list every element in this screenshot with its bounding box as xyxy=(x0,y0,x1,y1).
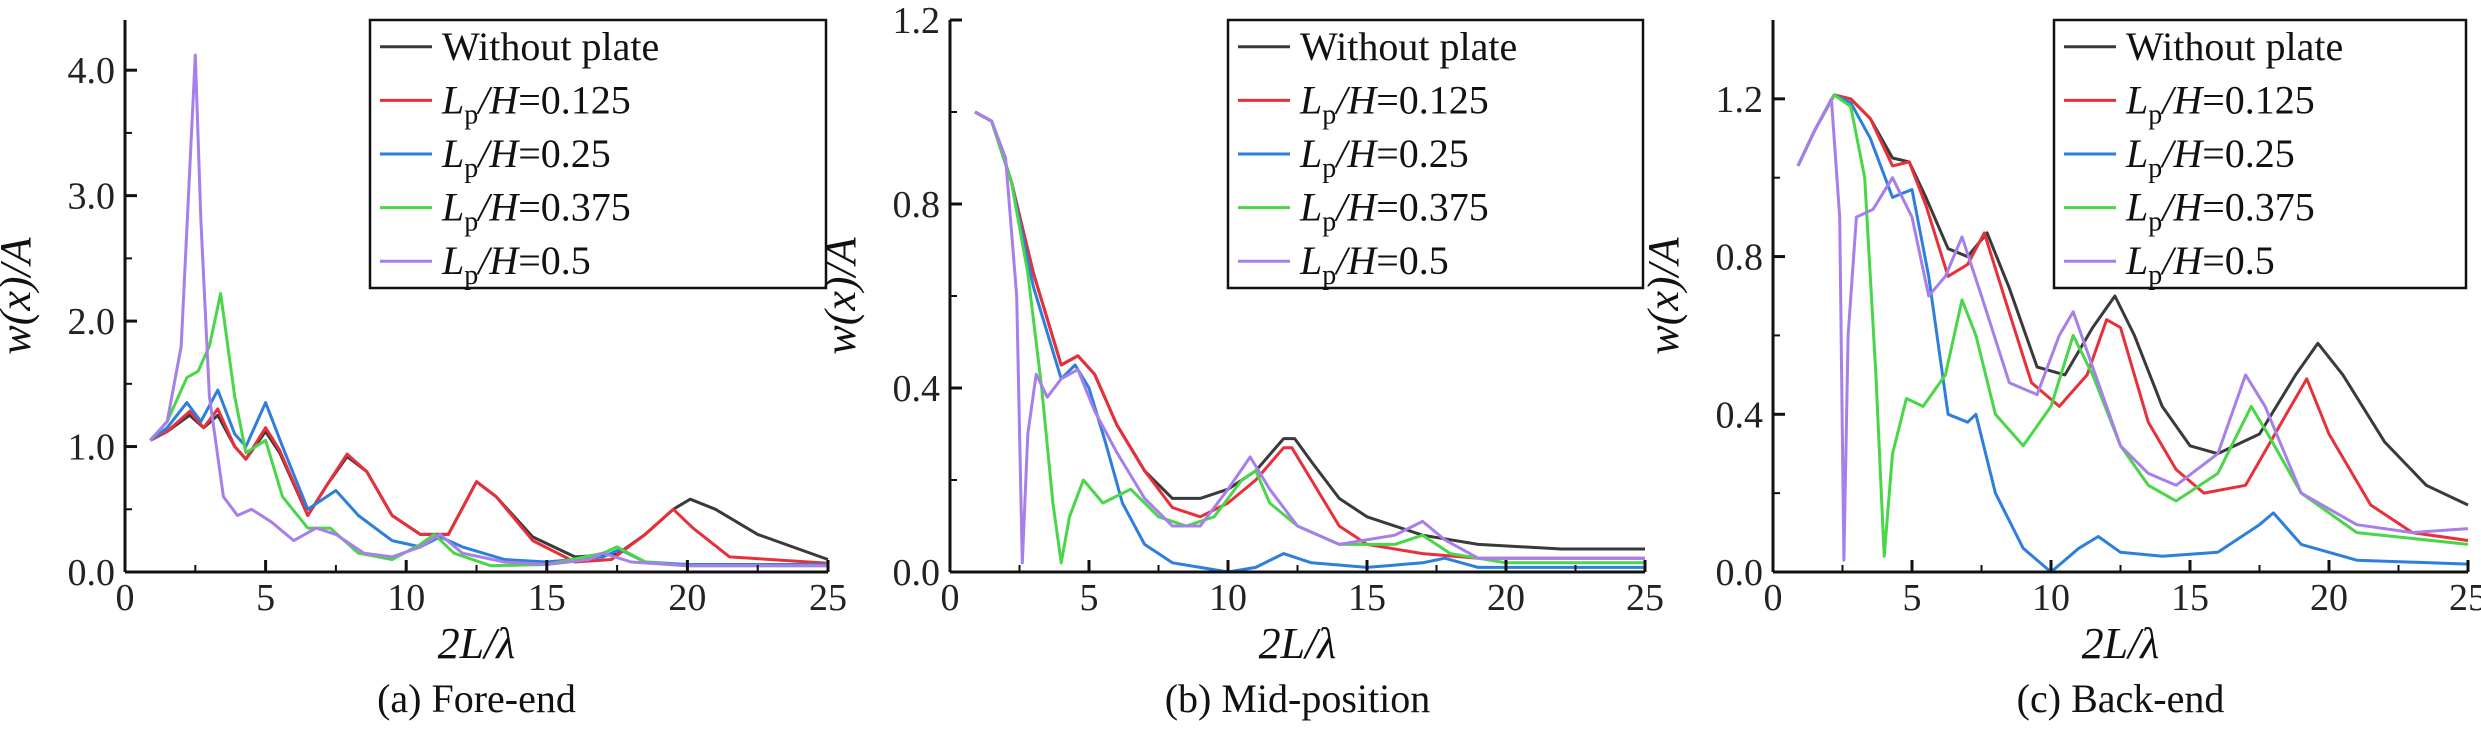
legend-entry-label: Lp/H=0.125 xyxy=(1299,77,1489,130)
x-tick-label: 0 xyxy=(116,577,135,619)
y-tick-label: 1.2 xyxy=(1716,79,1764,121)
legend-entry-label: Lp/H=0.375 xyxy=(2125,185,2315,238)
series-line-3 xyxy=(149,388,828,566)
legend-entry-label: Without plate xyxy=(442,24,659,69)
x-tick-label: 25 xyxy=(1626,577,1664,619)
y-tick-label: 0.0 xyxy=(68,552,116,594)
series-line-4 xyxy=(974,110,1645,565)
legend: Without plate Lp/H=0.125Lp/H=0.25Lp/H=0.3… xyxy=(1226,18,1645,291)
x-axis-label: 2L/λ xyxy=(1259,619,1337,668)
legend: Without plate Lp/H=0.125Lp/H=0.25Lp/H=0.3… xyxy=(2052,18,2468,291)
y-tick-label: 1.0 xyxy=(68,427,116,469)
x-tick-label: 15 xyxy=(528,577,566,619)
y-axis-label: w(x)/A xyxy=(1639,236,1688,354)
x-tick-label: 5 xyxy=(256,577,275,619)
y-axis-label: w(x)/A xyxy=(0,236,40,354)
y-tick-label: 0.0 xyxy=(893,552,941,594)
y-tick-label: 3.0 xyxy=(68,176,116,218)
legend-entry-label: Lp/H=0.125 xyxy=(441,77,631,130)
legend-entry-label: Without plate xyxy=(2126,24,2343,69)
panel-caption: (a) Fore-end xyxy=(377,676,576,721)
y-tick-label: 1.2 xyxy=(893,0,941,42)
x-tick-label: 20 xyxy=(2310,577,2348,619)
x-tick-label: 25 xyxy=(809,577,847,619)
x-tick-label: 10 xyxy=(1209,577,1247,619)
legend-entry-label: Lp/H=0.125 xyxy=(2125,77,2315,130)
y-tick-label: 2.0 xyxy=(68,301,116,343)
x-tick-label: 20 xyxy=(1487,577,1525,619)
legend-entry-label: Lp/H=0.375 xyxy=(1299,185,1489,238)
legend-entry-label: Lp/H=0.25 xyxy=(2125,131,2295,184)
legend-entry-label: Lp/H=0.25 xyxy=(1299,131,1469,184)
series-line-5 xyxy=(1796,97,2469,562)
panel-caption: (c) Back-end xyxy=(2017,676,2225,721)
x-axis-label: 2L/λ xyxy=(2082,619,2160,668)
x-tick-label: 10 xyxy=(2032,577,2070,619)
legend-entry-label: Lp/H=0.25 xyxy=(441,131,611,184)
y-axis-label: w(x)/A xyxy=(816,236,865,354)
panel-caption: (b) Mid-position xyxy=(1165,676,1431,721)
series-line-2 xyxy=(1796,93,2469,542)
legend-box xyxy=(2052,18,2468,290)
x-tick-label: 10 xyxy=(387,577,425,619)
x-tick-label: 15 xyxy=(2171,577,2209,619)
series-line-5 xyxy=(149,53,828,568)
x-axis-label: 2L/λ xyxy=(438,619,516,668)
y-tick-label: 0.8 xyxy=(1716,237,1764,279)
y-tick-label: 0.8 xyxy=(893,184,941,226)
x-tick-label: 0 xyxy=(1764,577,1783,619)
legend-box xyxy=(1226,18,1645,290)
chart-panel-2: 0 5 10 15 20 25 0.0 0.4 0.8 1.2 2L/λ w(x)/A (b) Mid-… xyxy=(816,0,1664,721)
y-tick-label: 4.0 xyxy=(68,50,116,92)
series-line-3 xyxy=(1796,93,2469,574)
series-line-2 xyxy=(149,407,829,565)
chart-panel-1: 0 5 10 15 20 25 0.0 1.0 2.0 3.0 4.0 2L/λ w(x)/A (a) F… xyxy=(0,18,847,721)
legend-entry-label: Lp/H=0.5 xyxy=(2125,238,2275,291)
series-line-3 xyxy=(974,110,1645,574)
legend-entry-label: Without plate xyxy=(1300,24,1517,69)
x-tick-label: 15 xyxy=(1348,577,1386,619)
x-tick-label: 25 xyxy=(2449,577,2481,619)
x-tick-label: 5 xyxy=(1080,577,1099,619)
legend-entry-label: Lp/H=0.375 xyxy=(441,185,631,238)
y-tick-label: 0.0 xyxy=(1716,552,1764,594)
legend-box xyxy=(368,18,828,290)
x-tick-label: 20 xyxy=(668,577,706,619)
series-line-5 xyxy=(974,110,1645,565)
chart-panel-3: 0 5 10 15 20 25 0.0 0.4 0.8 1.2 2L/λ w(x)/A (c) Back… xyxy=(1639,18,2481,721)
series-line-4 xyxy=(1796,93,2469,558)
legend-entry-label: Lp/H=0.5 xyxy=(1299,238,1449,291)
x-tick-label: 5 xyxy=(1903,577,1922,619)
x-tick-label: 0 xyxy=(941,577,960,619)
y-tick-label: 0.4 xyxy=(893,368,941,410)
y-tick-label: 0.4 xyxy=(1716,394,1764,436)
legend-entry-label: Lp/H=0.5 xyxy=(441,238,591,291)
legend: Without plate Lp/H=0.125Lp/H=0.25Lp/H=0.3… xyxy=(368,18,828,291)
series-line-1 xyxy=(149,413,829,561)
